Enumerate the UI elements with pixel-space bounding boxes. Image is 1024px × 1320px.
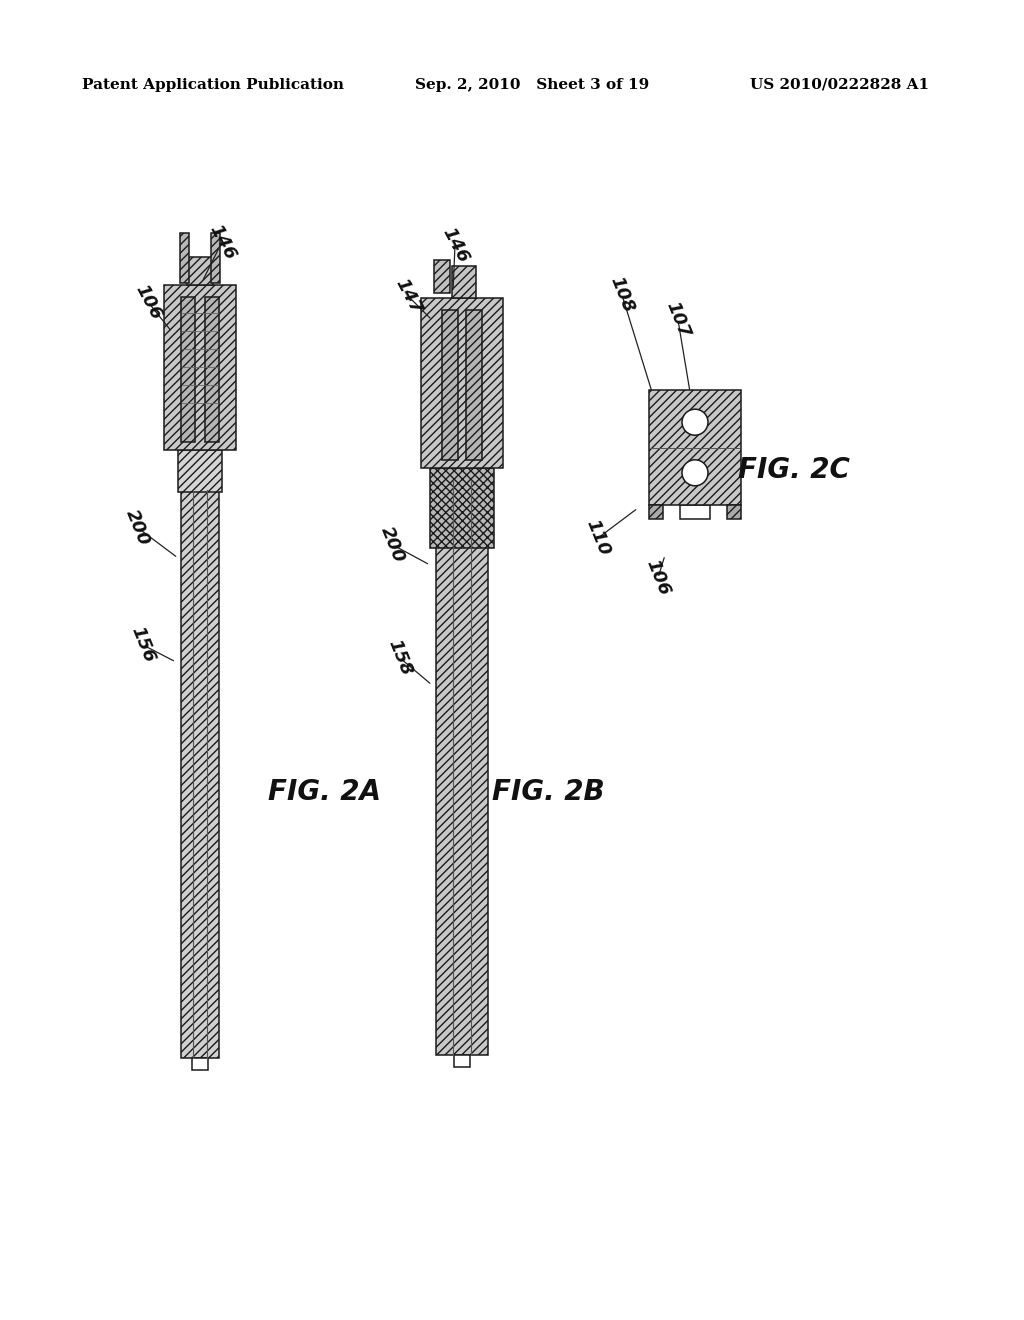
Text: 146: 146 — [205, 222, 239, 263]
Bar — [164, 285, 236, 450]
Text: 107: 107 — [663, 300, 693, 341]
Bar — [442, 310, 458, 459]
Bar — [727, 506, 741, 519]
Bar — [181, 436, 219, 1059]
Bar — [205, 297, 219, 442]
Text: 146: 146 — [438, 224, 472, 265]
Text: 200: 200 — [378, 524, 409, 566]
Text: Sep. 2, 2010   Sheet 3 of 19: Sep. 2, 2010 Sheet 3 of 19 — [415, 78, 649, 92]
Text: 147: 147 — [391, 275, 425, 317]
Text: 106: 106 — [131, 281, 165, 323]
Bar — [452, 267, 476, 298]
Text: 200: 200 — [123, 507, 154, 549]
Circle shape — [682, 459, 708, 486]
Bar — [680, 506, 710, 519]
Bar — [180, 234, 189, 282]
Bar — [187, 257, 213, 285]
Text: FIG. 2C: FIG. 2C — [738, 455, 850, 484]
Text: FIG. 2B: FIG. 2B — [492, 777, 604, 807]
Bar — [649, 506, 663, 519]
Bar — [181, 297, 195, 442]
Text: 110: 110 — [583, 517, 613, 558]
Bar — [421, 298, 503, 469]
Text: FIG. 2A: FIG. 2A — [268, 777, 381, 807]
Text: 156: 156 — [128, 624, 159, 665]
Bar — [430, 469, 494, 548]
Text: Patent Application Publication: Patent Application Publication — [82, 78, 344, 92]
Bar — [211, 234, 220, 282]
Text: 158: 158 — [385, 638, 416, 678]
Bar — [454, 1055, 470, 1067]
Circle shape — [682, 409, 708, 436]
Bar — [649, 389, 741, 506]
Text: 106: 106 — [643, 557, 674, 599]
Bar — [434, 260, 450, 293]
Bar — [178, 450, 222, 492]
Bar — [193, 1059, 208, 1071]
Bar — [466, 310, 482, 459]
Text: 108: 108 — [606, 275, 637, 315]
Text: US 2010/0222828 A1: US 2010/0222828 A1 — [750, 78, 929, 92]
Bar — [436, 447, 488, 1055]
